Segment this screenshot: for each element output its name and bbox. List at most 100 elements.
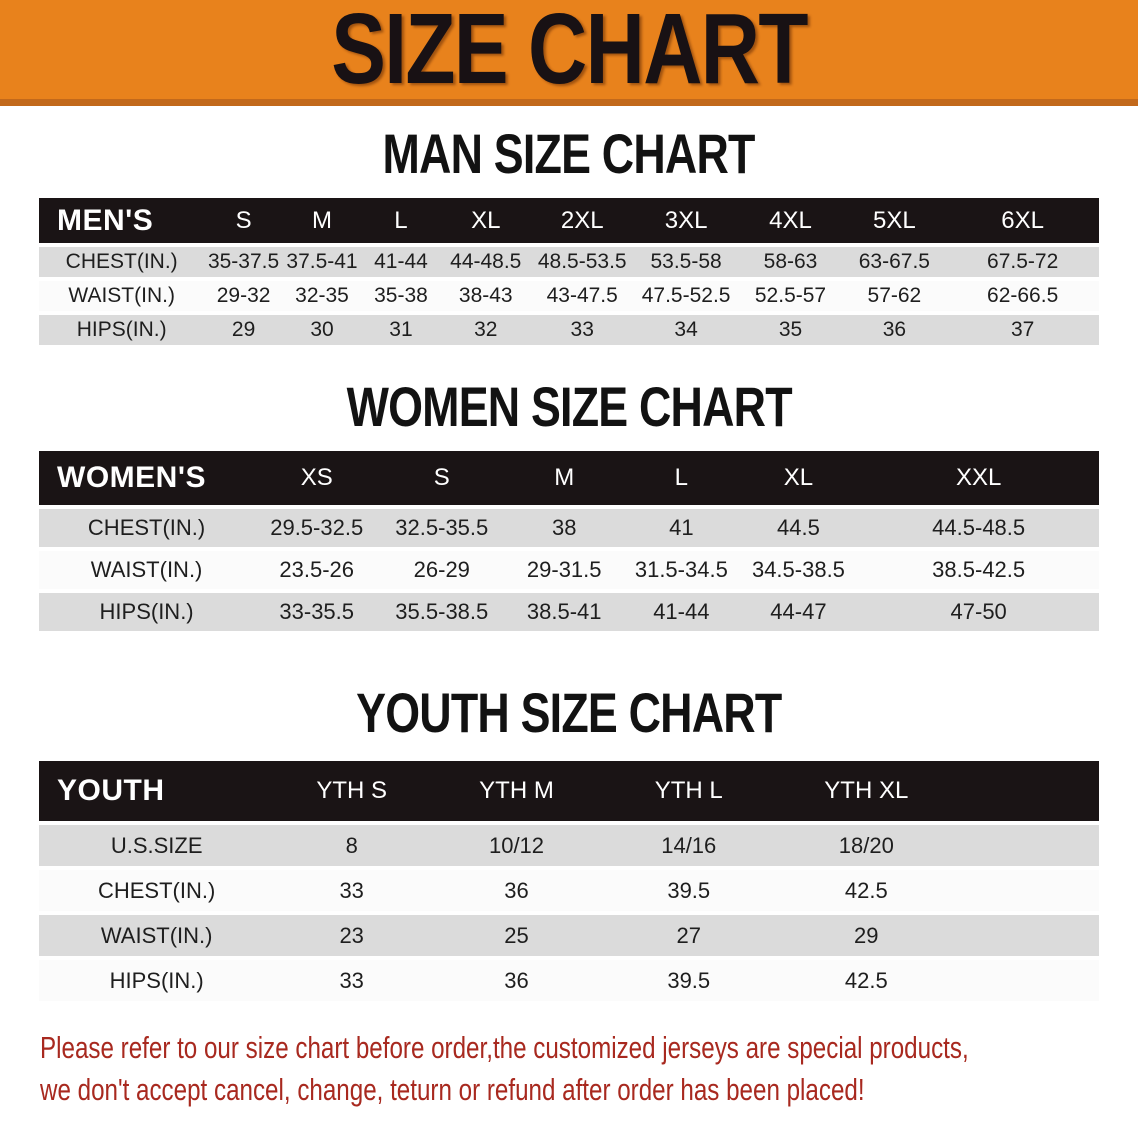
table-row: HIPS(IN.) 33-35.5 35.5-38.5 38.5-41 41-44 44-… xyxy=(39,593,1099,631)
women-size-table: WOMEN'S XS S M L XL XXL CHEST(IN.) 29.5-32.5 32.5… xyxy=(39,447,1099,635)
size-value-cell: 33 xyxy=(274,960,430,1001)
size-value-cell: 29 xyxy=(773,915,960,956)
size-value-cell: 41-44 xyxy=(624,593,739,631)
size-value-cell: 29-32 xyxy=(204,281,283,311)
size-value-cell: 41-44 xyxy=(361,247,441,277)
size-header-row: YOUTH YTH S YTH M YTH L YTH XL xyxy=(39,761,1099,821)
size-value-cell: 38.5-41 xyxy=(504,593,625,631)
size-value-cell: 36 xyxy=(429,870,604,911)
size-value-cell: 57-62 xyxy=(842,281,947,311)
women-section-title: WOMEN SIZE CHART xyxy=(346,375,792,438)
table-row: HIPS(IN.) 33 36 39.5 42.5 xyxy=(39,960,1099,1001)
row-label: CHEST(IN.) xyxy=(39,247,205,277)
size-value-cell: 29.5-32.5 xyxy=(254,509,380,547)
spacer-cell xyxy=(959,870,1099,911)
table-corner-label: WOMEN'S xyxy=(39,451,255,505)
size-value-cell: 32.5-35.5 xyxy=(379,509,505,547)
size-value-cell: 14/16 xyxy=(603,825,774,866)
column-header: YTH M xyxy=(429,761,604,821)
size-value-cell: 26-29 xyxy=(379,551,505,589)
size-value-cell: 44-48.5 xyxy=(440,247,531,277)
youth-size-table: YOUTH YTH S YTH M YTH L YTH XL U.S.SIZE 8 10/12… xyxy=(39,757,1099,1005)
men-section-title: MAN SIZE CHART xyxy=(382,122,756,185)
spacer-cell xyxy=(959,761,1099,821)
size-value-cell: 36 xyxy=(429,960,604,1001)
column-header: 6XL xyxy=(946,198,1099,243)
size-value-cell: 44.5-48.5 xyxy=(858,509,1099,547)
size-value-cell: 29 xyxy=(204,315,283,345)
size-value-cell: 41 xyxy=(624,509,739,547)
size-value-cell: 63-67.5 xyxy=(842,247,947,277)
size-value-cell: 47-50 xyxy=(858,593,1099,631)
row-label: HIPS(IN.) xyxy=(39,315,205,345)
page-title: SIZE CHART xyxy=(331,0,808,105)
size-value-cell: 33 xyxy=(530,315,634,345)
row-label: WAIST(IN.) xyxy=(39,551,255,589)
youth-section-title: YOUTH SIZE CHART xyxy=(356,681,782,744)
spacer-cell xyxy=(959,960,1099,1001)
size-value-cell: 31 xyxy=(361,315,441,345)
column-header: XXL xyxy=(858,451,1099,505)
size-value-cell: 8 xyxy=(274,825,430,866)
column-header: S xyxy=(379,451,505,505)
row-label: HIPS(IN.) xyxy=(39,960,275,1001)
men-size-table: MEN'S S M L XL 2XL 3XL 4XL 5XL 6XL CHEST(IN.) 35-37… xyxy=(39,194,1099,349)
column-header: 4XL xyxy=(738,198,843,243)
column-header: XL xyxy=(440,198,531,243)
disclaimer-line-1: Please refer to our size chart before or… xyxy=(40,1030,969,1065)
women-section-heading: WOMEN SIZE CHART xyxy=(0,379,1138,435)
column-header: L xyxy=(361,198,441,243)
size-value-cell: 33-35.5 xyxy=(254,593,380,631)
size-value-cell: 34 xyxy=(633,315,739,345)
size-value-cell: 35-37.5 xyxy=(204,247,283,277)
disclaimer-line-2: we don't accept cancel, change, teturn o… xyxy=(40,1072,865,1107)
size-value-cell: 33 xyxy=(274,870,430,911)
table-row: CHEST(IN.) 33 36 39.5 42.5 xyxy=(39,870,1099,911)
size-value-cell: 37 xyxy=(946,315,1099,345)
spacer-cell xyxy=(959,825,1099,866)
size-value-cell: 38 xyxy=(504,509,625,547)
size-value-cell: 39.5 xyxy=(603,960,774,1001)
row-label: WAIST(IN.) xyxy=(39,281,205,311)
size-value-cell: 23 xyxy=(274,915,430,956)
column-header: 3XL xyxy=(633,198,739,243)
size-header-row: MEN'S S M L XL 2XL 3XL 4XL 5XL 6XL xyxy=(39,198,1099,243)
table-row: WAIST(IN.) 23 25 27 29 xyxy=(39,915,1099,956)
men-section-heading: MAN SIZE CHART xyxy=(0,126,1138,182)
youth-size-section: YOUTH SIZE CHART YOUTH YTH S YTH M YTH L YTH… xyxy=(0,685,1138,1005)
youth-section-heading: YOUTH SIZE CHART xyxy=(0,685,1138,741)
row-label: WAIST(IN.) xyxy=(39,915,275,956)
size-value-cell: 35 xyxy=(738,315,843,345)
size-value-cell: 30 xyxy=(282,315,362,345)
size-value-cell: 27 xyxy=(603,915,774,956)
size-value-cell: 42.5 xyxy=(773,870,960,911)
column-header: XL xyxy=(738,451,859,505)
size-header-row: WOMEN'S XS S M L XL XXL xyxy=(39,451,1099,505)
size-value-cell: 35.5-38.5 xyxy=(379,593,505,631)
size-value-cell: 29-31.5 xyxy=(504,551,625,589)
size-value-cell: 52.5-57 xyxy=(738,281,843,311)
table-row: HIPS(IN.) 29 30 31 32 33 34 35 36 37 xyxy=(39,315,1099,345)
row-label: CHEST(IN.) xyxy=(39,509,255,547)
table-corner-label: MEN'S xyxy=(39,198,205,243)
size-value-cell: 34.5-38.5 xyxy=(738,551,859,589)
men-size-section: MAN SIZE CHART MEN'S S M L XL 2XL 3XL 4XL 5XL 6XL… xyxy=(0,126,1138,349)
table-row: U.S.SIZE 8 10/12 14/16 18/20 xyxy=(39,825,1099,866)
size-value-cell: 23.5-26 xyxy=(254,551,380,589)
table-row: WAIST(IN.) 29-32 32-35 35-38 38-43 43-47.5 47.… xyxy=(39,281,1099,311)
table-row: CHEST(IN.) 29.5-32.5 32.5-35.5 38 41 44.5 44.5… xyxy=(39,509,1099,547)
size-value-cell: 42.5 xyxy=(773,960,960,1001)
size-value-cell: 53.5-58 xyxy=(633,247,739,277)
size-value-cell: 10/12 xyxy=(429,825,604,866)
column-header: M xyxy=(504,451,625,505)
size-value-cell: 35-38 xyxy=(361,281,441,311)
banner: SIZE CHART xyxy=(0,0,1138,106)
size-value-cell: 39.5 xyxy=(603,870,774,911)
size-value-cell: 62-66.5 xyxy=(946,281,1099,311)
size-value-cell: 36 xyxy=(842,315,947,345)
column-header: YTH S xyxy=(274,761,430,821)
size-value-cell: 37.5-41 xyxy=(282,247,362,277)
size-value-cell: 67.5-72 xyxy=(946,247,1099,277)
spacer-cell xyxy=(959,915,1099,956)
